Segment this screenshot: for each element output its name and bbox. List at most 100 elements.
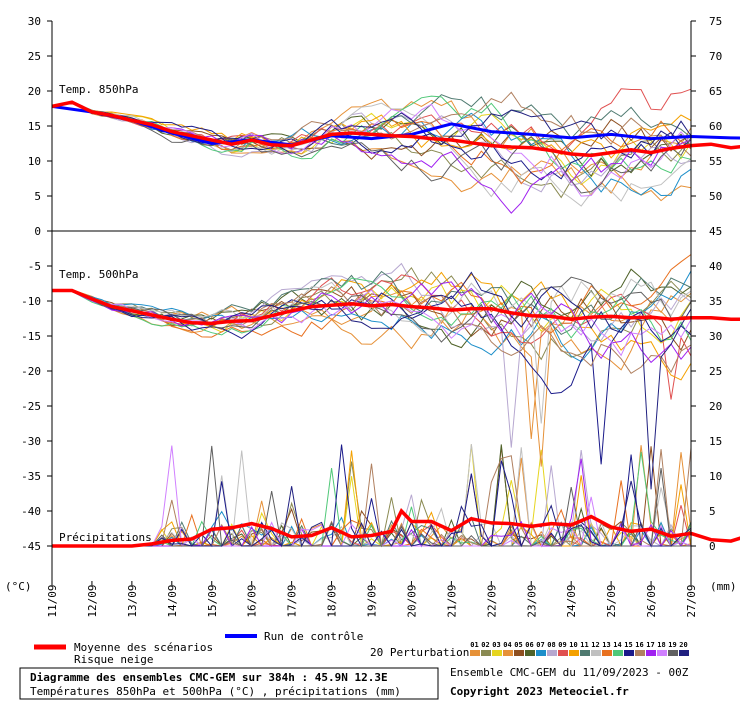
right-tick-label: 75 — [709, 15, 722, 28]
x-tick-label: 24/09 — [565, 584, 578, 617]
perturbation-legend-swatch — [503, 650, 513, 656]
perturbation-legend-id: 08 — [547, 641, 555, 649]
x-tick-label: 20/09 — [405, 584, 418, 617]
x-tick-label: 27/09 — [685, 584, 698, 617]
left-tick-label: 25 — [28, 50, 41, 63]
footer-copyright: Copyright 2023 Meteociel.fr — [450, 685, 629, 698]
legend-snow-label: Risque neige — [74, 653, 153, 666]
x-tick-label: 19/09 — [366, 584, 379, 617]
left-tick-label: -20 — [21, 365, 41, 378]
left-tick-label: -30 — [21, 435, 41, 448]
mean-t850-line — [51, 100, 740, 158]
right-tick-label: 55 — [709, 155, 722, 168]
perturbation-precip-line — [52, 450, 692, 548]
perturbation-precip-line — [52, 510, 692, 548]
perturbation-legend-swatch — [547, 650, 557, 656]
perturbation-legend-swatch — [668, 650, 678, 656]
right-tick-label: 0 — [709, 540, 716, 553]
perturbation-legend-id: 03 — [492, 641, 500, 649]
perturbation-t500-line — [52, 277, 692, 341]
main-lines — [51, 100, 740, 548]
perturbation-legend-id: 14 — [613, 641, 621, 649]
perturbation-legend-swatch — [492, 650, 502, 656]
perturbation-legend-swatch — [514, 650, 524, 656]
x-tick-label: 21/09 — [445, 584, 458, 617]
chart-title: Diagramme des ensembles CMC-GEM sur 384h… — [30, 671, 388, 684]
x-tick-label: 11/09 — [46, 584, 59, 617]
perturbation-t500-line — [51, 270, 692, 363]
perturbation-legend-id: 13 — [602, 641, 610, 649]
perturbation-legend-id: 16 — [635, 641, 643, 649]
perturbation-t850-line — [51, 102, 692, 194]
perturbation-legend-swatch — [679, 650, 689, 656]
right-tick-label: 65 — [709, 85, 722, 98]
perturbation-t500-line — [51, 289, 692, 357]
panel-label-precip: Précipitations — [59, 531, 152, 544]
perturbation-legend-id: 06 — [525, 641, 533, 649]
perturbation-legend-swatch — [624, 650, 634, 656]
right-tick-label: 50 — [709, 190, 722, 203]
left-tick-label: -15 — [21, 330, 41, 343]
perturbation-legend-swatch — [569, 650, 579, 656]
x-tick-label: 23/09 — [525, 584, 538, 617]
x-tick-label: 26/09 — [645, 584, 658, 617]
footer-ensemble: Ensemble CMC-GEM du 11/09/2023 - 00Z — [450, 666, 689, 679]
right-tick-label: 60 — [709, 120, 722, 133]
perturbation-legend-id: 18 — [657, 641, 665, 649]
perturbation-legend-swatch — [580, 650, 590, 656]
perturbation-legend-swatch — [536, 650, 546, 656]
perturbation-legend-id: 17 — [646, 641, 654, 649]
left-tick-label: -40 — [21, 505, 41, 518]
x-tick-label: 18/09 — [326, 584, 339, 617]
left-tick-label: -35 — [21, 470, 41, 483]
footer-title-box — [19, 667, 439, 700]
perturbation-legend-id: 05 — [514, 641, 522, 649]
legend-control-label: Run de contrôle — [264, 630, 363, 643]
right-tick-label: 15 — [709, 435, 722, 448]
x-tick-label: 13/09 — [126, 584, 139, 617]
perturbation-legend-swatch — [635, 650, 645, 656]
right-tick-label: 70 — [709, 50, 722, 63]
perturbation-legend-id: 15 — [624, 641, 632, 649]
left-unit-label: (°C) — [5, 580, 32, 593]
perturbation-legend-swatch — [602, 650, 612, 656]
perturbation-legend-swatch — [657, 650, 667, 656]
mean-t500-line — [52, 288, 740, 326]
left-tick-label: 20 — [28, 85, 41, 98]
perturbation-legend-id: 11 — [580, 641, 588, 649]
perturbation-legend-id: 09 — [558, 641, 566, 649]
panel-label-t500: Temp. 500hPa — [59, 268, 138, 281]
perturbation-t850-line — [51, 101, 692, 186]
right-tick-label: 20 — [709, 400, 722, 413]
perturbation-legend-swatch — [558, 650, 568, 656]
left-tick-label: 30 — [28, 15, 41, 28]
perturbation-legend-swatch — [646, 650, 656, 656]
chart-subtitle: Températures 850hPa et 500hPa (°C) , pré… — [30, 685, 401, 698]
perturbation-legend-id: 07 — [536, 641, 544, 649]
perturbation-legend-swatch — [591, 650, 601, 656]
left-tick-label: -45 — [21, 540, 41, 553]
perturbation-t500-line — [51, 274, 692, 400]
control-run-t850-line — [51, 104, 740, 147]
perturbation-legend-id: 04 — [503, 641, 511, 649]
right-tick-label: 25 — [709, 365, 722, 378]
x-tick-label: 14/09 — [166, 584, 179, 617]
perturbation-legend-id: 20 — [679, 641, 687, 649]
left-tick-label: -10 — [21, 295, 41, 308]
left-tick-label: 15 — [28, 120, 41, 133]
perturbation-legend-id: 12 — [591, 641, 599, 649]
perturbation-legend-id: 19 — [668, 641, 676, 649]
right-tick-label: 10 — [709, 470, 722, 483]
perturbation-legend: 01 02 03 04 05 06 07 08 09 10 11 12 13 14 15 16 17 18 19 20 — [470, 641, 689, 656]
perturbation-legend-id: 01 — [470, 641, 478, 649]
x-tick-label: 25/09 — [605, 584, 618, 617]
left-tick-label: -5 — [28, 260, 41, 273]
perturbation-t500-line — [51, 278, 692, 424]
axes: 302520151050-5-10-15-20-25-30-35-40-4575… — [21, 15, 722, 618]
right-tick-label: 45 — [709, 225, 722, 238]
perturbation-legend-swatch — [613, 650, 623, 656]
perturbation-legend-id: 10 — [569, 641, 577, 649]
left-tick-label: 0 — [34, 225, 41, 238]
